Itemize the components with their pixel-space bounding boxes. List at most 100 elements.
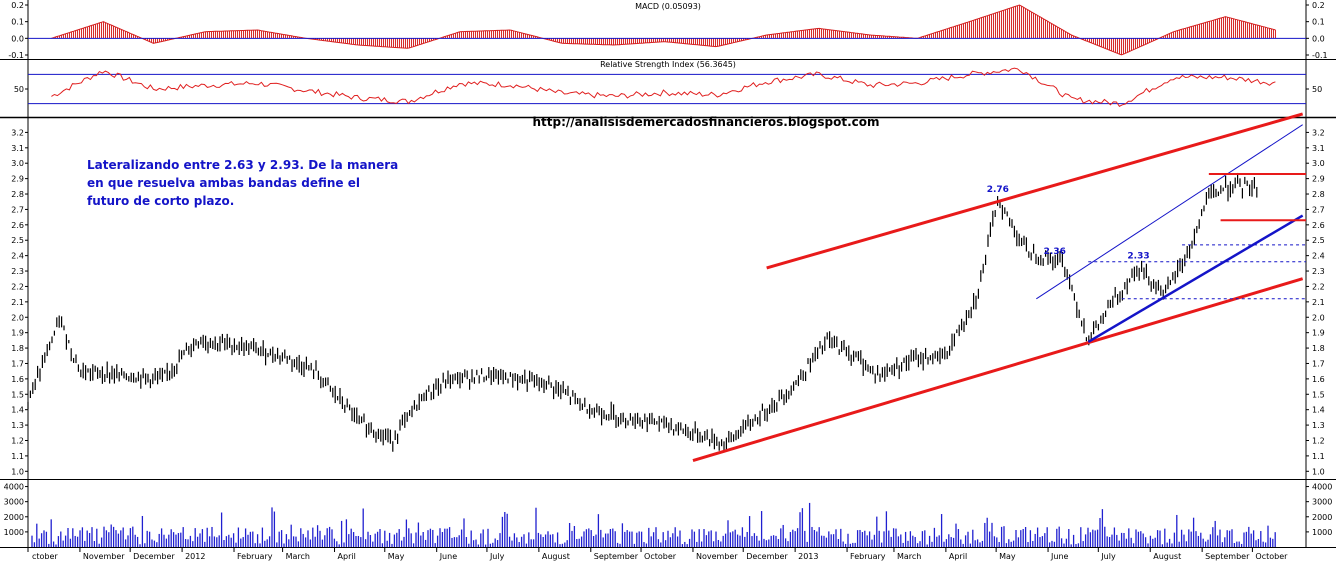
month-label: February <box>850 552 886 561</box>
tick-label-left: 3.1 <box>11 144 24 153</box>
peak-label: 2.76 <box>987 185 1009 195</box>
tick-label-right: 0.0 <box>1312 34 1325 43</box>
month-label: 2012 <box>185 552 205 561</box>
month-label: March <box>286 552 310 561</box>
tick-label-left: 1.5 <box>11 390 24 399</box>
month-label: March <box>897 552 921 561</box>
tick-label-right: 50 <box>1312 85 1322 94</box>
rsi-line <box>51 67 1276 107</box>
rsi-panel: Relative Strength Index (56.3645) 50 50 <box>14 60 1322 107</box>
tick-label-right: 1.0 <box>1312 467 1325 476</box>
rsi-axis: 50 50 <box>14 85 1322 94</box>
note-line-3: futuro de corto plazo. <box>87 194 234 208</box>
tick-label-right: 2000 <box>1312 513 1332 522</box>
tick-label-right: 1.2 <box>1312 436 1325 445</box>
tick-label-left: 1.6 <box>11 375 24 384</box>
tick-label-left: 2.2 <box>11 282 24 291</box>
price-axis: 3.2 3.2 3.1 3.1 3.0 3.0 2.9 2.9 2.8 2.8 2.7 2.7 2.6 2… <box>11 128 1324 476</box>
tick-label-right: 1.8 <box>1312 344 1325 353</box>
tick-label-left: 2.0 <box>11 313 24 322</box>
tick-label-left: 2.3 <box>11 267 24 276</box>
tick-label-right: -0.1 <box>1312 51 1328 60</box>
month-label: December <box>133 552 175 561</box>
tick-label-left: 2.8 <box>11 190 24 199</box>
tick-label-right: 1.5 <box>1312 390 1325 399</box>
tick-label-right: 4000 <box>1312 483 1332 492</box>
volume-panel: 4000 4000 3000 3000 2000 2000 1000 1000 <box>4 483 1333 547</box>
month-label: 2013 <box>798 552 818 561</box>
tick-label-left: 3000 <box>4 498 24 507</box>
note-line-2: en que resuelva ambas bandas define el <box>87 176 360 190</box>
macd-panel: MACD (0.05093) 0.2 0.2 0.1 0.1 0.0 0.0 -0.1 -0.… <box>8 1 1327 60</box>
tick-label-right: 1.1 <box>1312 452 1325 461</box>
month-label: June <box>1050 552 1069 561</box>
month-label: May <box>999 552 1016 561</box>
note-line-1: Lateralizando entre 2.63 y 2.93. De la m… <box>87 158 398 172</box>
tick-label-right: 0.1 <box>1312 18 1325 27</box>
tick-label-left: 1.4 <box>11 406 24 415</box>
rsi-levels <box>28 73 1306 105</box>
tick-label-left: 2.9 <box>11 175 24 184</box>
tick-label-right: 1.4 <box>1312 406 1325 415</box>
volume-axis: 4000 4000 3000 3000 2000 2000 1000 1000 <box>4 483 1333 537</box>
tick-label-right: 2.2 <box>1312 282 1325 291</box>
month-label: September <box>1205 552 1250 561</box>
macd-histogram <box>52 5 1276 55</box>
tick-label-right: 1.3 <box>1312 421 1325 430</box>
tick-label-left: 1.1 <box>11 452 24 461</box>
tick-label-left: 2.4 <box>11 252 24 261</box>
tick-label-left: 1.3 <box>11 421 24 430</box>
tick-label-right: 2.4 <box>1312 252 1325 261</box>
month-label: October <box>1255 552 1288 561</box>
peak-label: 2.36 <box>1044 247 1066 257</box>
tick-label-left: 0.2 <box>11 1 24 10</box>
tick-label-right: 1.7 <box>1312 359 1325 368</box>
tick-label-right: 3.2 <box>1312 128 1325 137</box>
month-label: September <box>594 552 639 561</box>
tick-label-left: 1.9 <box>11 329 24 338</box>
trend-lines <box>692 112 1306 462</box>
peak-label: 2.33 <box>1127 251 1149 261</box>
tick-label-left: 50 <box>14 85 24 94</box>
tick-label-right: 2.6 <box>1312 221 1325 230</box>
volume-bars <box>31 502 1276 547</box>
month-label: April <box>949 552 967 561</box>
tick-label-right: 2.9 <box>1312 175 1325 184</box>
month-label: December <box>746 552 788 561</box>
blue-support-line <box>1087 214 1304 343</box>
blog-url: http://analisisdemercadosfinancieros.blo… <box>533 115 880 129</box>
macd-axis: 0.2 0.2 0.1 0.1 0.0 0.0 -0.1 -0.1 <box>8 1 1327 60</box>
month-label: August <box>1153 552 1181 561</box>
tick-label-right: 2.1 <box>1312 298 1325 307</box>
tick-label-right: 3.1 <box>1312 144 1325 153</box>
tick-label-right: 1.9 <box>1312 329 1325 338</box>
month-label: November <box>83 552 125 561</box>
month-label: October <box>644 552 677 561</box>
peak-labels: 2.76 2.36 2.33 <box>987 185 1150 261</box>
tick-label-left: 3.0 <box>11 159 24 168</box>
upper-channel-line <box>766 112 1304 270</box>
panel-frames <box>0 0 1336 548</box>
tick-label-left: 1.0 <box>11 467 24 476</box>
month-label: July <box>489 552 505 561</box>
tick-label-right: 2.0 <box>1312 313 1325 322</box>
x-axis: ctober November December 2012 February March A… <box>27 547 1288 561</box>
tick-label-right: 3.0 <box>1312 159 1325 168</box>
tick-label-left: 0.1 <box>11 18 24 27</box>
tick-label-right: 3000 <box>1312 498 1332 507</box>
thin-parallel-line <box>1036 124 1303 300</box>
month-label: ctober <box>32 552 58 561</box>
tick-label-right: 2.5 <box>1312 236 1325 245</box>
macd-title: MACD (0.05093) <box>635 2 701 11</box>
month-label: July <box>1100 552 1116 561</box>
tick-label-left: 0.0 <box>11 34 24 43</box>
month-label: November <box>696 552 738 561</box>
tick-label-left: 1.8 <box>11 344 24 353</box>
lower-channel-line <box>692 277 1304 462</box>
month-label: April <box>338 552 356 561</box>
tick-label-right: 1000 <box>1312 528 1332 537</box>
tick-label-right: 2.3 <box>1312 267 1325 276</box>
tick-label-right: 2.8 <box>1312 190 1325 199</box>
rsi-title: Relative Strength Index (56.3645) <box>600 60 736 69</box>
